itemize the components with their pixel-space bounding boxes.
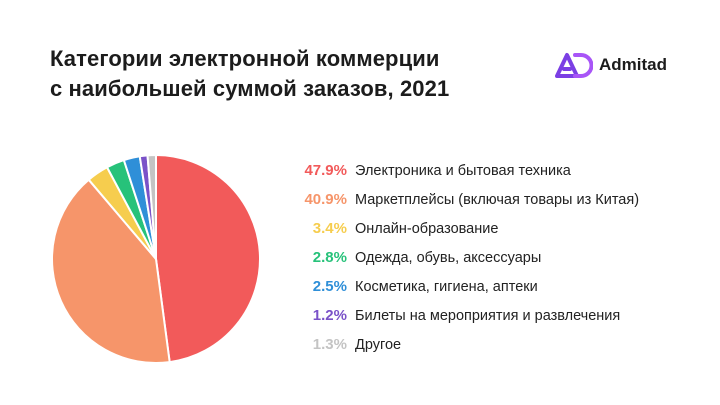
legend-label: Онлайн-образование bbox=[355, 221, 499, 237]
legend-label: Одежда, обувь, аксессуары bbox=[355, 250, 542, 266]
legend-value: 2.8% bbox=[312, 249, 347, 266]
admitad-logo-icon bbox=[555, 53, 593, 78]
pie-slice-7 bbox=[146, 154, 157, 260]
legend-item-1: 47.9% Электроника и бытовая техника bbox=[289, 156, 639, 185]
legend-label: Маркетплейсы (включая товары из Китая) bbox=[355, 192, 640, 208]
legend-item-3: 3.4% Онлайн-образование bbox=[289, 214, 639, 243]
legend-value: 47.9% bbox=[304, 162, 347, 179]
legend-value: 40.9% bbox=[304, 191, 347, 208]
legend-label: Другое bbox=[355, 337, 402, 353]
legend-label: Косметика, гигиена, аптеки bbox=[355, 279, 538, 295]
legend-value: 1.3% bbox=[312, 336, 347, 353]
pie-slice-1 bbox=[155, 154, 261, 364]
legend-label: Билеты на мероприятия и развлечения bbox=[355, 308, 621, 324]
chart-legend: 47.9% Электроника и бытовая техника 40.9% М… bbox=[289, 156, 639, 359]
legend-item-4: 2.8% Одежда, обувь, аксессуары bbox=[289, 243, 639, 272]
chart-title-line-2: с наибольшей суммой заказов, 2021 bbox=[50, 76, 450, 101]
chart-title: Категории электронной коммерции с наибол… bbox=[50, 44, 449, 104]
pie-slice-2 bbox=[51, 178, 171, 364]
pie-chart bbox=[51, 154, 261, 364]
legend-item-6: 1.2% Билеты на мероприятия и развлечения bbox=[289, 301, 639, 330]
legend-value: 1.2% bbox=[312, 307, 347, 324]
legend-item-2: 40.9% Маркетплейсы (включая товары из Кит… bbox=[289, 185, 639, 214]
legend-value: 2.5% bbox=[312, 278, 347, 295]
chart-title-line-1: Категории электронной коммерции bbox=[50, 46, 440, 71]
admitad-logo-text: Admitad bbox=[599, 55, 667, 74]
legend-label: Электроника и бытовая техника bbox=[355, 163, 571, 179]
legend-value: 3.4% bbox=[312, 220, 347, 237]
legend-item-7: 1.3% Другое bbox=[289, 330, 639, 359]
admitad-logo: Admitad bbox=[555, 52, 667, 78]
legend-item-5: 2.5% Косметика, гигиена, аптеки bbox=[289, 272, 639, 301]
